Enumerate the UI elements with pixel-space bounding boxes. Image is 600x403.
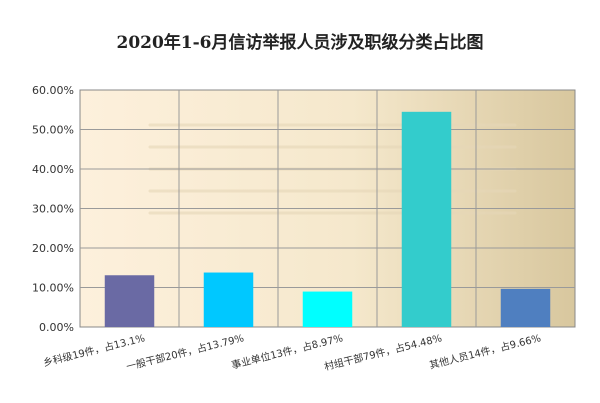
bars	[104, 111, 551, 327]
y-axis: 0.00% 10.00% 20.00% 30.00% 40.00% 50.00% 60.00…	[32, 84, 74, 334]
bar	[203, 272, 254, 327]
chart-title: 2020年1-6月信访举报人员涉及职级分类占比图	[116, 32, 483, 53]
gridlines	[80, 90, 575, 327]
x-axis: 乡科级19件，占13.1%一般干部20件，占13.79%事业单位13件，占8.9…	[42, 331, 543, 373]
y-tick-label: 10.00%	[32, 282, 74, 295]
y-tick-label: 20.00%	[32, 242, 74, 255]
y-tick-label: 30.00%	[32, 203, 74, 216]
y-tick-label: 50.00%	[32, 124, 74, 137]
bar	[104, 275, 155, 327]
x-tick-label: 其他人员14件，占9.66%	[428, 331, 542, 371]
bar	[302, 291, 353, 327]
y-tick-label: 60.00%	[32, 84, 74, 97]
y-tick-label: 40.00%	[32, 163, 74, 176]
bar	[401, 111, 452, 327]
bar	[500, 288, 551, 327]
y-tick-label: 0.00%	[39, 321, 74, 334]
